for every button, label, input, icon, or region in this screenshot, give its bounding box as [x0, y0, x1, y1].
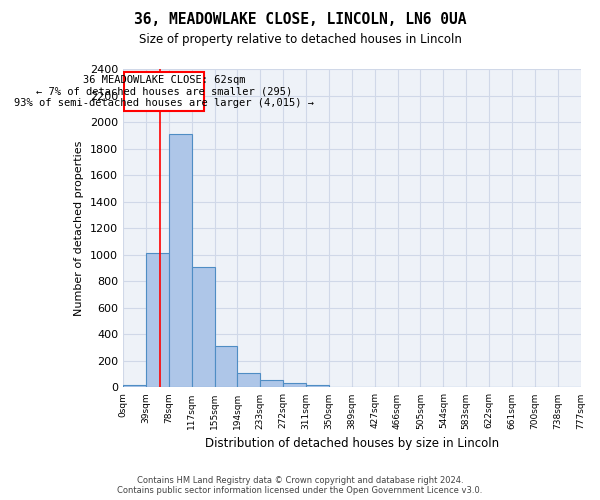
Bar — [306, 385, 329, 388]
FancyBboxPatch shape — [124, 72, 205, 112]
Bar — [192, 266, 215, 388]
Bar — [123, 385, 146, 388]
Bar — [260, 380, 283, 388]
Text: 36, MEADOWLAKE CLOSE, LINCOLN, LN6 0UA: 36, MEADOWLAKE CLOSE, LINCOLN, LN6 0UA — [134, 12, 466, 28]
Bar — [283, 383, 306, 388]
Text: 36 MEADOWLAKE CLOSE: 62sqm
← 7% of detached houses are smaller (295)
93% of semi: 36 MEADOWLAKE CLOSE: 62sqm ← 7% of detac… — [14, 75, 314, 108]
Bar — [169, 134, 192, 388]
X-axis label: Distribution of detached houses by size in Lincoln: Distribution of detached houses by size … — [205, 437, 499, 450]
Y-axis label: Number of detached properties: Number of detached properties — [74, 140, 85, 316]
Bar — [215, 346, 238, 388]
Bar — [146, 254, 169, 388]
Bar — [238, 373, 260, 388]
Text: Contains HM Land Registry data © Crown copyright and database right 2024.
Contai: Contains HM Land Registry data © Crown c… — [118, 476, 482, 495]
Text: Size of property relative to detached houses in Lincoln: Size of property relative to detached ho… — [139, 32, 461, 46]
